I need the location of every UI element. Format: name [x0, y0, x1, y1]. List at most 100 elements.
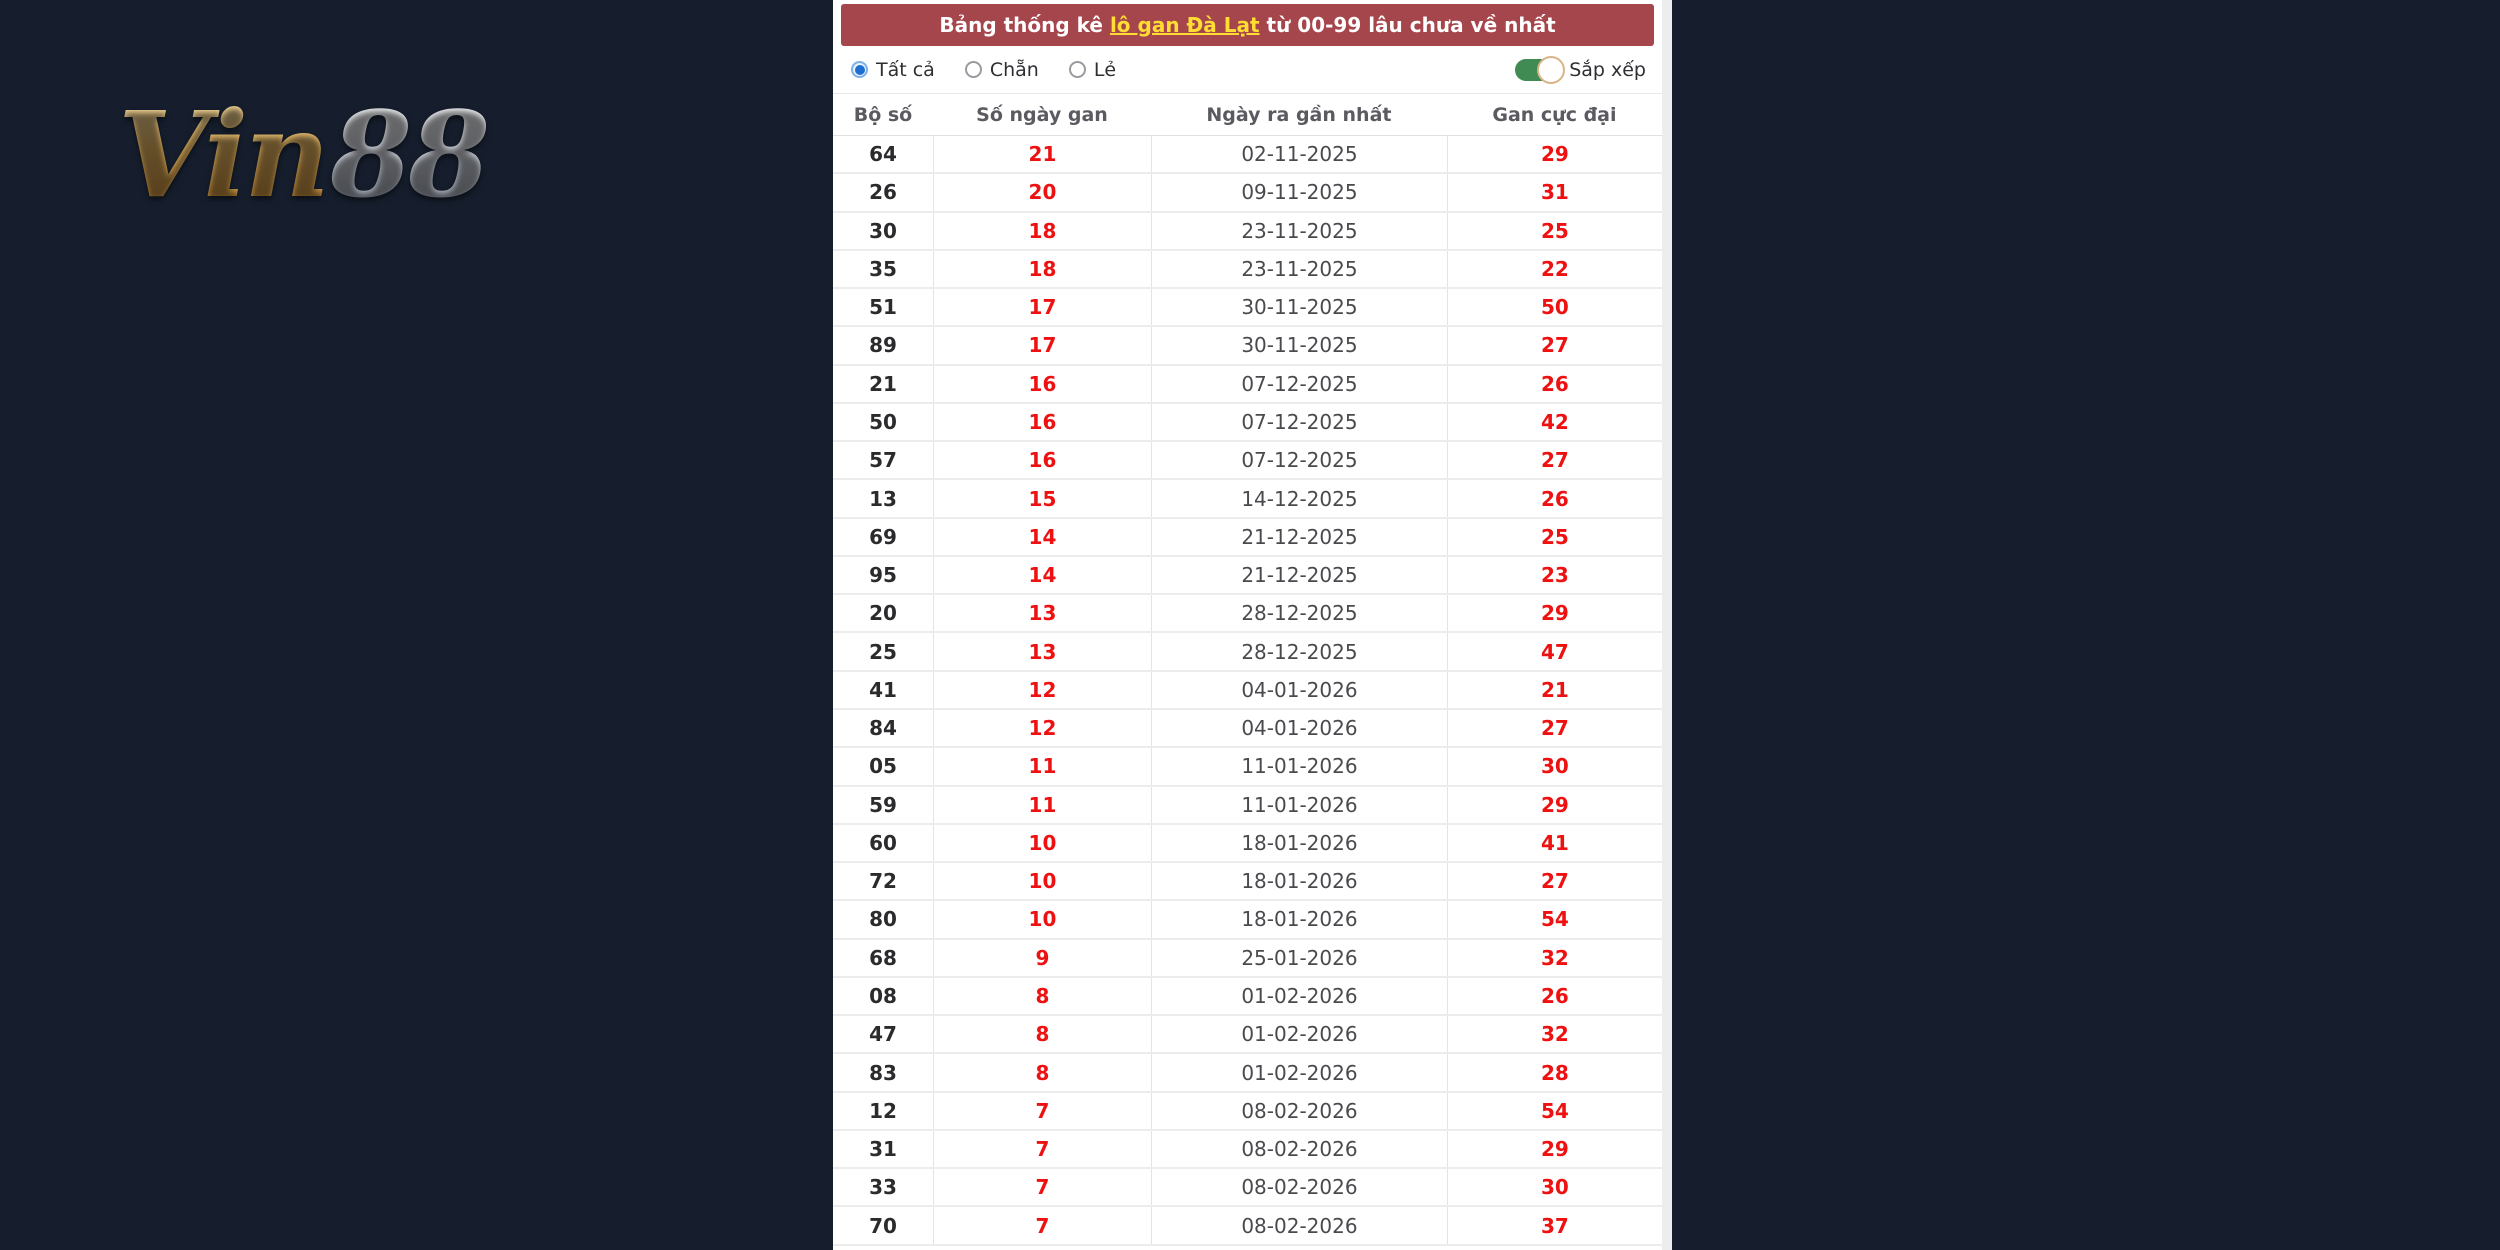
- cell-ngay-ra-gan-nhat: 04-01-2026: [1150, 671, 1447, 708]
- table-row: 68 9 25-01-2026 32: [833, 939, 1662, 978]
- table-row: 30 18 23-11-2025 25: [833, 212, 1662, 251]
- cell-gan-cuc-dai: 37: [1446, 1207, 1662, 1244]
- cell-bo-so: 57: [869, 448, 897, 473]
- table-row: 21 16 07-12-2025 26: [833, 365, 1662, 404]
- cell-gan-cuc-dai: 42: [1446, 403, 1662, 441]
- cell-bo-so: 68: [869, 945, 897, 970]
- cell-ngay-ra-gan-nhat: 07-12-2025: [1150, 403, 1447, 441]
- cell-ngay-ra-gan-nhat: 21-12-2025: [1150, 518, 1447, 555]
- cell-ngay-ra-gan-nhat: 08-02-2026: [1150, 1130, 1447, 1168]
- cell-so-ngay-gan: 9: [932, 939, 1151, 976]
- cell-so-ngay-gan: 16: [932, 365, 1151, 402]
- table-row: 57 16 07-12-2025 27: [833, 442, 1662, 481]
- cell-bo-so: 89: [869, 333, 897, 358]
- cell-bo-so: 83: [869, 1060, 897, 1085]
- radio-icon[interactable]: [964, 61, 982, 78]
- cell-ngay-ra-gan-nhat: 02-11-2025: [1150, 136, 1447, 173]
- cell-ngay-ra-gan-nhat: 18-01-2026: [1150, 863, 1447, 900]
- cell-bo-so: 84: [869, 716, 897, 741]
- cell-so-ngay-gan: 17: [932, 289, 1151, 326]
- cell-gan-cuc-dai: 27: [1446, 442, 1662, 479]
- cell-so-ngay-gan: 7: [932, 1207, 1151, 1244]
- cell-so-ngay-gan: 17: [932, 327, 1151, 364]
- cell-bo-so: 12: [869, 1098, 897, 1123]
- title-suffix: từ 00-99 lâu chưa về nhất: [1259, 13, 1556, 37]
- lo-gan-da-lat-link[interactable]: lô gan Đà Lạt: [1109, 13, 1260, 37]
- cell-so-ngay-gan: 13: [932, 633, 1151, 670]
- cell-gan-cuc-dai: 29: [1446, 1130, 1662, 1168]
- table-row: 51 17 30-11-2025 50: [833, 289, 1662, 328]
- table-body: 64 21 02-11-2025 29 26 20 09-11-2025 31 30 18 23-1…: [833, 136, 1662, 1246]
- cell-so-ngay-gan: 10: [932, 863, 1151, 900]
- radio-label: Tất cả: [876, 58, 935, 81]
- radio-icon[interactable]: [1068, 61, 1086, 78]
- cell-bo-so: 35: [869, 256, 897, 281]
- cell-bo-so: 50: [869, 409, 897, 434]
- sort-toggle-label: Sắp xếp: [1569, 58, 1646, 81]
- cell-gan-cuc-dai: 27: [1446, 863, 1662, 900]
- cell-so-ngay-gan: 7: [932, 1130, 1151, 1168]
- cell-gan-cuc-dai: 32: [1446, 1016, 1662, 1053]
- cell-gan-cuc-dai: 27: [1446, 709, 1662, 747]
- cell-ngay-ra-gan-nhat: 30-11-2025: [1150, 327, 1447, 364]
- cell-so-ngay-gan: 21: [932, 136, 1151, 173]
- cell-gan-cuc-dai: 29: [1446, 136, 1662, 173]
- cell-gan-cuc-dai: 26: [1446, 365, 1662, 402]
- radio-option-1[interactable]: Chẵn: [964, 58, 1039, 81]
- panel-title-bar: Bảng thống kê lô gan Đà Lạt từ 00-99 lâu…: [841, 4, 1654, 46]
- cell-bo-so: 69: [869, 524, 897, 549]
- table-row: 47 8 01-02-2026 32: [833, 1016, 1662, 1055]
- toggle-switch-icon[interactable]: [1515, 55, 1566, 84]
- cell-so-ngay-gan: 8: [932, 977, 1151, 1015]
- table-header-row: Bộ số Số ngày gan Ngày ra gần nhất Gan cực …: [833, 94, 1662, 136]
- cell-ngay-ra-gan-nhat: 28-12-2025: [1150, 595, 1447, 632]
- radio-icon[interactable]: [851, 61, 868, 78]
- cell-ngay-ra-gan-nhat: 25-01-2026: [1150, 939, 1447, 976]
- cell-ngay-ra-gan-nhat: 09-11-2025: [1150, 174, 1447, 211]
- column-header-2: Số ngày gan: [976, 103, 1108, 126]
- cell-gan-cuc-dai: 30: [1446, 1169, 1662, 1206]
- scrollbar-track[interactable]: [1662, 0, 1672, 1250]
- table-row: 20 13 28-12-2025 29: [833, 595, 1662, 634]
- cell-so-ngay-gan: 20: [932, 174, 1151, 211]
- cell-bo-so: 51: [869, 295, 897, 320]
- table-row: 26 20 09-11-2025 31: [833, 174, 1662, 213]
- cell-so-ngay-gan: 16: [932, 442, 1151, 479]
- cell-bo-so: 21: [869, 371, 897, 396]
- cell-bo-so: 30: [869, 218, 897, 243]
- cell-gan-cuc-dai: 41: [1446, 824, 1662, 862]
- table-row: 50 16 07-12-2025 42: [833, 403, 1662, 443]
- cell-bo-so: 60: [869, 830, 897, 855]
- parity-radio-group: Tất cả Chẵn Lẻ: [851, 59, 1146, 81]
- cell-so-ngay-gan: 10: [932, 824, 1151, 862]
- table-row: 13 15 14-12-2025 26: [833, 480, 1662, 519]
- radio-option-2[interactable]: Lẻ: [1068, 59, 1116, 81]
- cell-ngay-ra-gan-nhat: 08-02-2026: [1150, 1092, 1447, 1129]
- cell-ngay-ra-gan-nhat: 01-02-2026: [1150, 1054, 1447, 1091]
- cell-gan-cuc-dai: 30: [1446, 748, 1662, 785]
- radio-option-0[interactable]: Tất cả: [851, 59, 935, 81]
- cell-ngay-ra-gan-nhat: 07-12-2025: [1150, 365, 1447, 402]
- table-row: 12 7 08-02-2026 54: [833, 1092, 1662, 1131]
- radio-label: Chẵn: [989, 58, 1039, 81]
- table-row: 80 10 18-01-2026 54: [833, 901, 1662, 940]
- cell-gan-cuc-dai: 29: [1446, 595, 1662, 632]
- cell-gan-cuc-dai: 54: [1446, 901, 1662, 938]
- table-row: 64 21 02-11-2025 29: [833, 136, 1662, 175]
- cell-bo-so: 80: [869, 907, 897, 932]
- lo-gan-panel: Bảng thống kê lô gan Đà Lạt từ 00-99 lâu…: [833, 0, 1672, 1250]
- sort-toggle[interactable]: Sắp xếp: [1515, 55, 1646, 84]
- cell-gan-cuc-dai: 54: [1446, 1092, 1662, 1129]
- logo-text-vin: Vin: [118, 85, 330, 224]
- cell-so-ngay-gan: 10: [932, 901, 1151, 938]
- cell-bo-so: 59: [869, 792, 897, 817]
- toggle-knob-icon[interactable]: [1537, 55, 1566, 84]
- cell-ngay-ra-gan-nhat: 08-02-2026: [1150, 1207, 1447, 1244]
- table-row: 41 12 04-01-2026 21: [833, 671, 1662, 710]
- cell-so-ngay-gan: 15: [932, 480, 1151, 517]
- vin88-logo[interactable]: Vin88: [118, 96, 490, 214]
- cell-so-ngay-gan: 11: [932, 786, 1151, 823]
- cell-gan-cuc-dai: 50: [1446, 289, 1662, 326]
- cell-ngay-ra-gan-nhat: 08-02-2026: [1150, 1169, 1447, 1206]
